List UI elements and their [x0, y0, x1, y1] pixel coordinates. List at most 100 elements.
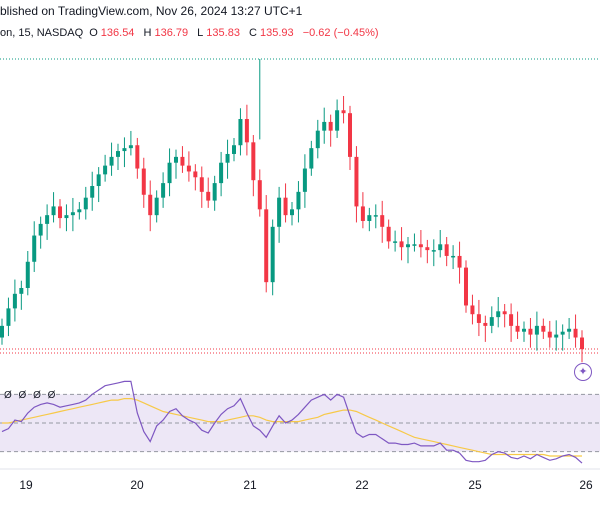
x-tick-label: 25	[468, 478, 482, 492]
rsi-band	[0, 394, 600, 452]
candle-body	[522, 328, 526, 332]
publish-info: blished on TradingView.com, Nov 26, 2024…	[0, 4, 303, 18]
candle-body	[186, 165, 191, 172]
candle-body	[174, 156, 178, 163]
candle-body	[425, 247, 430, 251]
candle-body	[399, 241, 404, 248]
candle-body	[554, 334, 559, 338]
candle-body	[373, 215, 378, 217]
candle-body	[109, 156, 114, 166]
candle-body	[277, 197, 282, 227]
rsi-indicator-badges: Ø Ø Ø Ø	[4, 390, 58, 401]
candle-body	[406, 244, 410, 248]
candle-body	[257, 180, 262, 210]
open-value: 136.54	[100, 27, 135, 39]
change-value: −0.62 (−0.45%)	[302, 27, 379, 39]
candle-body	[509, 314, 514, 326]
low-label: L	[197, 27, 204, 39]
candle-body	[77, 209, 82, 213]
candle-body	[193, 171, 198, 178]
candle-body	[64, 215, 69, 219]
candle-body	[70, 212, 75, 216]
candle-body	[154, 197, 159, 216]
candle-body	[58, 206, 62, 219]
candle-body	[547, 331, 552, 338]
candle-body	[457, 255, 462, 268]
candle-body	[502, 311, 507, 315]
candle-body	[141, 168, 146, 195]
candle-body	[225, 153, 230, 163]
candle-body	[386, 226, 391, 242]
candle-body	[412, 244, 417, 246]
low-readout: L 135.83	[197, 27, 243, 39]
candle-body	[580, 337, 584, 350]
candle-body	[328, 121, 333, 131]
candle-body	[322, 121, 327, 131]
x-tick-label: 19	[19, 478, 33, 492]
candle-body	[341, 110, 346, 114]
candle-body	[393, 241, 398, 243]
candle-body	[90, 186, 95, 198]
candle-body	[354, 156, 359, 207]
rsi-pane	[0, 380, 600, 464]
candle-body	[348, 113, 352, 157]
x-tick-label: 21	[243, 478, 257, 492]
candle-body	[573, 328, 578, 338]
close-value: 135.93	[259, 27, 294, 39]
high-value: 136.79	[154, 27, 189, 39]
rsi-ma-line	[2, 398, 582, 457]
candle-body	[270, 226, 275, 283]
candle-body	[212, 183, 217, 201]
candle-body	[534, 325, 539, 335]
candle-body	[476, 314, 481, 323]
candle-body	[560, 331, 565, 335]
candle-body	[567, 328, 572, 332]
candle-body	[51, 206, 56, 216]
candle-body	[12, 293, 17, 309]
candle-body	[283, 197, 288, 216]
candle-body	[309, 148, 314, 169]
x-tick-label: 22	[355, 478, 369, 492]
close-readout: C 135.93	[249, 27, 297, 39]
compass-icon[interactable]: ✦	[574, 363, 592, 381]
candle-body	[199, 177, 204, 192]
candle-series	[0, 59, 584, 363]
candle-body	[431, 250, 436, 252]
candle-body	[238, 119, 243, 146]
close-label: C	[249, 27, 257, 39]
low-value: 135.83	[206, 27, 240, 39]
candle-body	[128, 145, 133, 149]
candle-body	[45, 215, 50, 224]
rsi-line	[1, 380, 583, 464]
candle-body	[496, 311, 501, 318]
candle-body	[19, 287, 24, 294]
high-readout: H 136.79	[144, 27, 192, 39]
open-readout: O 136.54	[89, 27, 137, 39]
candle-body	[6, 308, 11, 326]
candle-body	[148, 194, 153, 216]
candle-body	[206, 191, 211, 201]
symbol-ohlc-bar: on, 15, NASDAQ O 136.54 H 136.79 L 135.83 C…	[0, 27, 382, 39]
candle-body	[0, 325, 4, 338]
candle-body	[438, 244, 443, 251]
candle-body	[116, 151, 120, 157]
candle-body	[135, 145, 140, 169]
candle-body	[290, 209, 294, 216]
candle-body	[483, 322, 488, 326]
x-tick-label: 26	[579, 478, 593, 492]
candle-body	[541, 325, 546, 332]
candle-body	[360, 206, 365, 221]
candle-body	[315, 130, 320, 149]
candle-body	[232, 145, 236, 154]
symbol-name: on, 15, NASDAQ	[0, 27, 84, 39]
candle-body	[96, 174, 101, 187]
candle-body	[489, 317, 494, 326]
candle-body	[264, 209, 269, 283]
candle-body	[296, 191, 301, 210]
candle-body	[367, 215, 372, 221]
candle-body	[25, 261, 30, 288]
candle-body	[418, 244, 423, 248]
candle-body	[161, 183, 166, 198]
candle-body	[167, 162, 172, 184]
